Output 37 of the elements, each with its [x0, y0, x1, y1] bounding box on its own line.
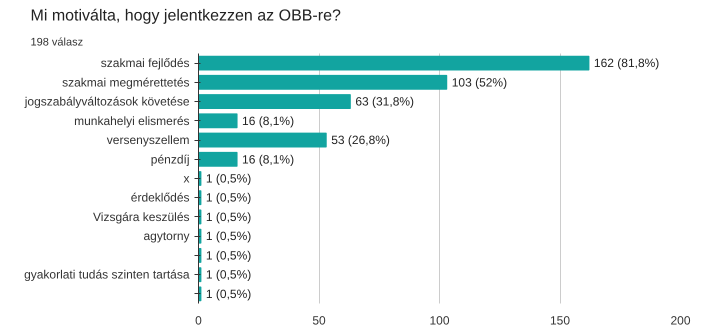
y-tick-label: x [184, 172, 190, 186]
data-label: 162 (81,8%) [594, 56, 660, 70]
data-label: 1 (0,5%) [206, 172, 252, 186]
text: 198 válasz [30, 36, 84, 48]
bar [198, 94, 351, 109]
data-label: 103 (52%) [452, 75, 508, 90]
y-tick-label: pénzdíj [150, 152, 190, 166]
x-tick-label: 100 [429, 314, 450, 327]
bar [198, 113, 238, 128]
data-label: 1 (0,5%) [206, 286, 252, 301]
chart-title: Mi motiválta, hogy jelentkezzen az OBB-re? [30, 8, 341, 24]
data-label: 16 (8,1%) [242, 152, 294, 166]
x-tick-label: 50 [312, 314, 326, 327]
y-tick-label: versenyszellem [106, 133, 190, 148]
bar [198, 56, 590, 71]
y-tick-label: szakmai fejlődés [100, 56, 190, 70]
data-label: 1 (0,5%) [206, 190, 252, 205]
y-tick-label: szakmai megmérettetés [62, 75, 190, 90]
y-tick-label: agytorny [143, 229, 190, 244]
y-tick-label: gyakorlati tudás szinten tartása [24, 268, 190, 282]
data-label: 1 (0,5%) [206, 248, 252, 262]
data-label: 1 (0,5%) [206, 210, 252, 224]
y-tick-label: Vizsgára keszülés [93, 210, 190, 224]
data-label: 53 (26,8%) [331, 133, 390, 148]
data-label: 16 (8,1%) [242, 114, 294, 128]
data-label: 1 (0,5%) [206, 229, 252, 244]
x-tick-label: 150 [550, 314, 570, 327]
bar [198, 152, 238, 167]
bar [198, 132, 327, 148]
y-tick-label: érdeklődés [130, 190, 190, 205]
y-tick-label: jogszabályváltozások követése [24, 94, 190, 109]
data-label: 1 (0,5%) [206, 268, 252, 282]
data-label: 63 (31,8%) [355, 94, 414, 109]
x-tick-label: 0 [195, 314, 202, 327]
bar [198, 74, 448, 90]
x-tick-label: 200 [670, 314, 691, 327]
y-tick-label: munkahelyi elismerés [74, 114, 190, 128]
